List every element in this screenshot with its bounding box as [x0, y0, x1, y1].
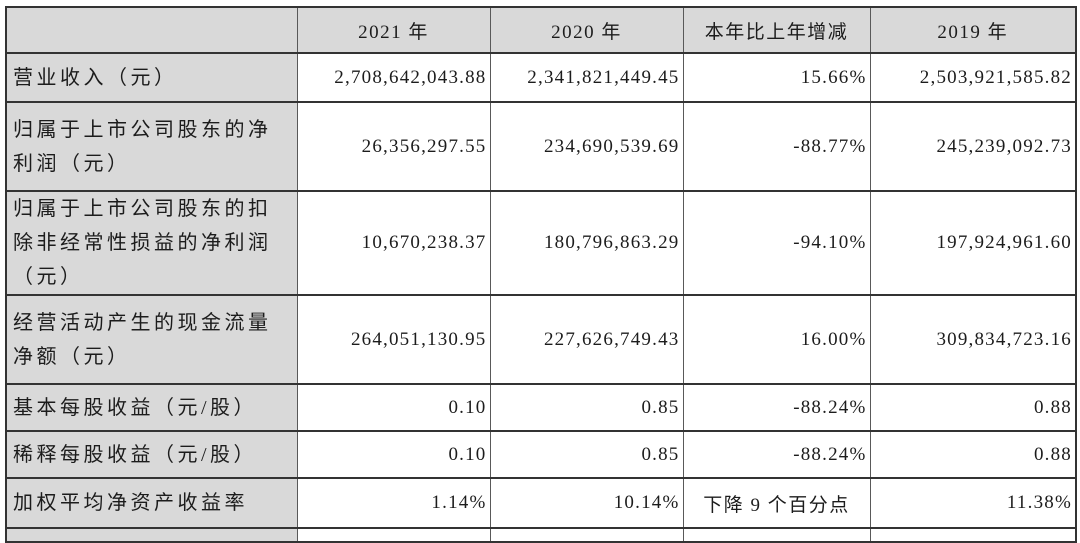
value-2021: 10,670,238.37 [296, 190, 491, 296]
value-change: 下降 9 个百分点 [682, 477, 871, 529]
table-row-operating-cash-flow: 经营活动产生的现金流量净额（元） 264,051,130.95 227,626,… [5, 294, 1077, 385]
value-2019: 245,239,092.73 [869, 101, 1077, 192]
table-row-partial [5, 527, 1077, 542]
header-year-2020: 2020 年 [489, 6, 684, 54]
value-change: -88.77% [682, 101, 871, 192]
row-label: 稀释每股收益（元/股） [5, 430, 298, 479]
value-change: -88.24% [682, 383, 871, 432]
value-2019: 309,834,723.16 [869, 294, 1077, 385]
value-2019: 11.38% [869, 477, 1077, 529]
row-label: 归属于上市公司股东的净利润（元） [5, 101, 298, 192]
row-label: 基本每股收益（元/股） [5, 383, 298, 432]
row-label: 经营活动产生的现金流量净额（元） [5, 294, 298, 385]
header-metric-cell [5, 6, 298, 54]
header-year-2019: 2019 年 [869, 6, 1077, 54]
value-2021: 264,051,130.95 [296, 294, 491, 385]
value-2020: 0.85 [489, 383, 684, 432]
value-2019: 0.88 [869, 383, 1077, 432]
header-year-2021: 2021 年 [296, 6, 491, 54]
value-2020: 227,626,749.43 [489, 294, 684, 385]
table-header-row: 2021 年 2020 年 本年比上年增减 2019 年 [5, 6, 1077, 54]
value-change: 15.66% [682, 52, 871, 103]
header-yoy-change: 本年比上年增减 [682, 6, 871, 54]
table-row-basic-eps: 基本每股收益（元/股） 0.10 0.85 -88.24% 0.88 [5, 383, 1077, 432]
value-2021: 1.14% [296, 477, 491, 529]
value-2020: 180,796,863.29 [489, 190, 684, 296]
table-row-net-profit-excl-nonrecurring: 归属于上市公司股东的扣除非经常性损益的净利润（元） 10,670,238.37 … [5, 190, 1077, 296]
table-row-diluted-eps: 稀释每股收益（元/股） 0.10 0.85 -88.24% 0.88 [5, 430, 1077, 479]
row-label [5, 527, 298, 542]
value-2020: 234,690,539.69 [489, 101, 684, 192]
value-2019: 197,924,961.60 [869, 190, 1077, 296]
table-row-net-profit: 归属于上市公司股东的净利润（元） 26,356,297.55 234,690,5… [5, 101, 1077, 192]
value-2021: 2,708,642,043.88 [296, 52, 491, 103]
value-2021: 26,356,297.55 [296, 101, 491, 192]
value-2019: 0.88 [869, 430, 1077, 479]
row-label: 加权平均净资产收益率 [5, 477, 298, 529]
row-label: 营业收入（元） [5, 52, 298, 103]
value-2020: 0.85 [489, 430, 684, 479]
value-change: -94.10% [682, 190, 871, 296]
value-2019: 2,503,921,585.82 [869, 52, 1077, 103]
financial-summary-table: 2021 年 2020 年 本年比上年增减 2019 年 营业收入（元） 2,7… [5, 6, 1077, 543]
value-2020: 10.14% [489, 477, 684, 529]
value-change: 16.00% [682, 294, 871, 385]
table-row-weighted-avg-roe: 加权平均净资产收益率 1.14% 10.14% 下降 9 个百分点 11.38% [5, 477, 1077, 529]
table-row-revenue: 营业收入（元） 2,708,642,043.88 2,341,821,449.4… [5, 52, 1077, 103]
value-2021: 0.10 [296, 383, 491, 432]
value-2021: 0.10 [296, 430, 491, 479]
value-change: -88.24% [682, 430, 871, 479]
value-2020: 2,341,821,449.45 [489, 52, 684, 103]
row-label: 归属于上市公司股东的扣除非经常性损益的净利润（元） [5, 190, 298, 296]
